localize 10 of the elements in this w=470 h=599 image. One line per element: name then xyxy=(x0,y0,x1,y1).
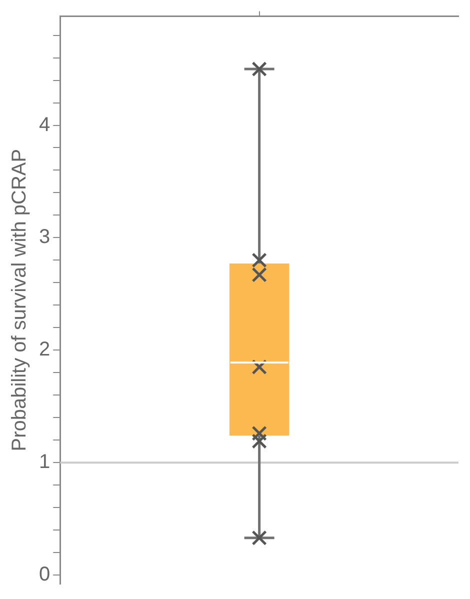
point xyxy=(252,426,267,441)
y-tick-label: 4 xyxy=(39,114,50,136)
point xyxy=(252,434,267,449)
point xyxy=(252,530,267,546)
y-axis-title: Probability of survival with pCRAP xyxy=(8,148,31,452)
point xyxy=(252,61,267,77)
y-tick-label: 3 xyxy=(39,226,50,248)
y-tick-label: 2 xyxy=(39,338,50,361)
y-tick-label: 0 xyxy=(39,564,50,586)
y-tick-label: 1 xyxy=(39,451,50,474)
